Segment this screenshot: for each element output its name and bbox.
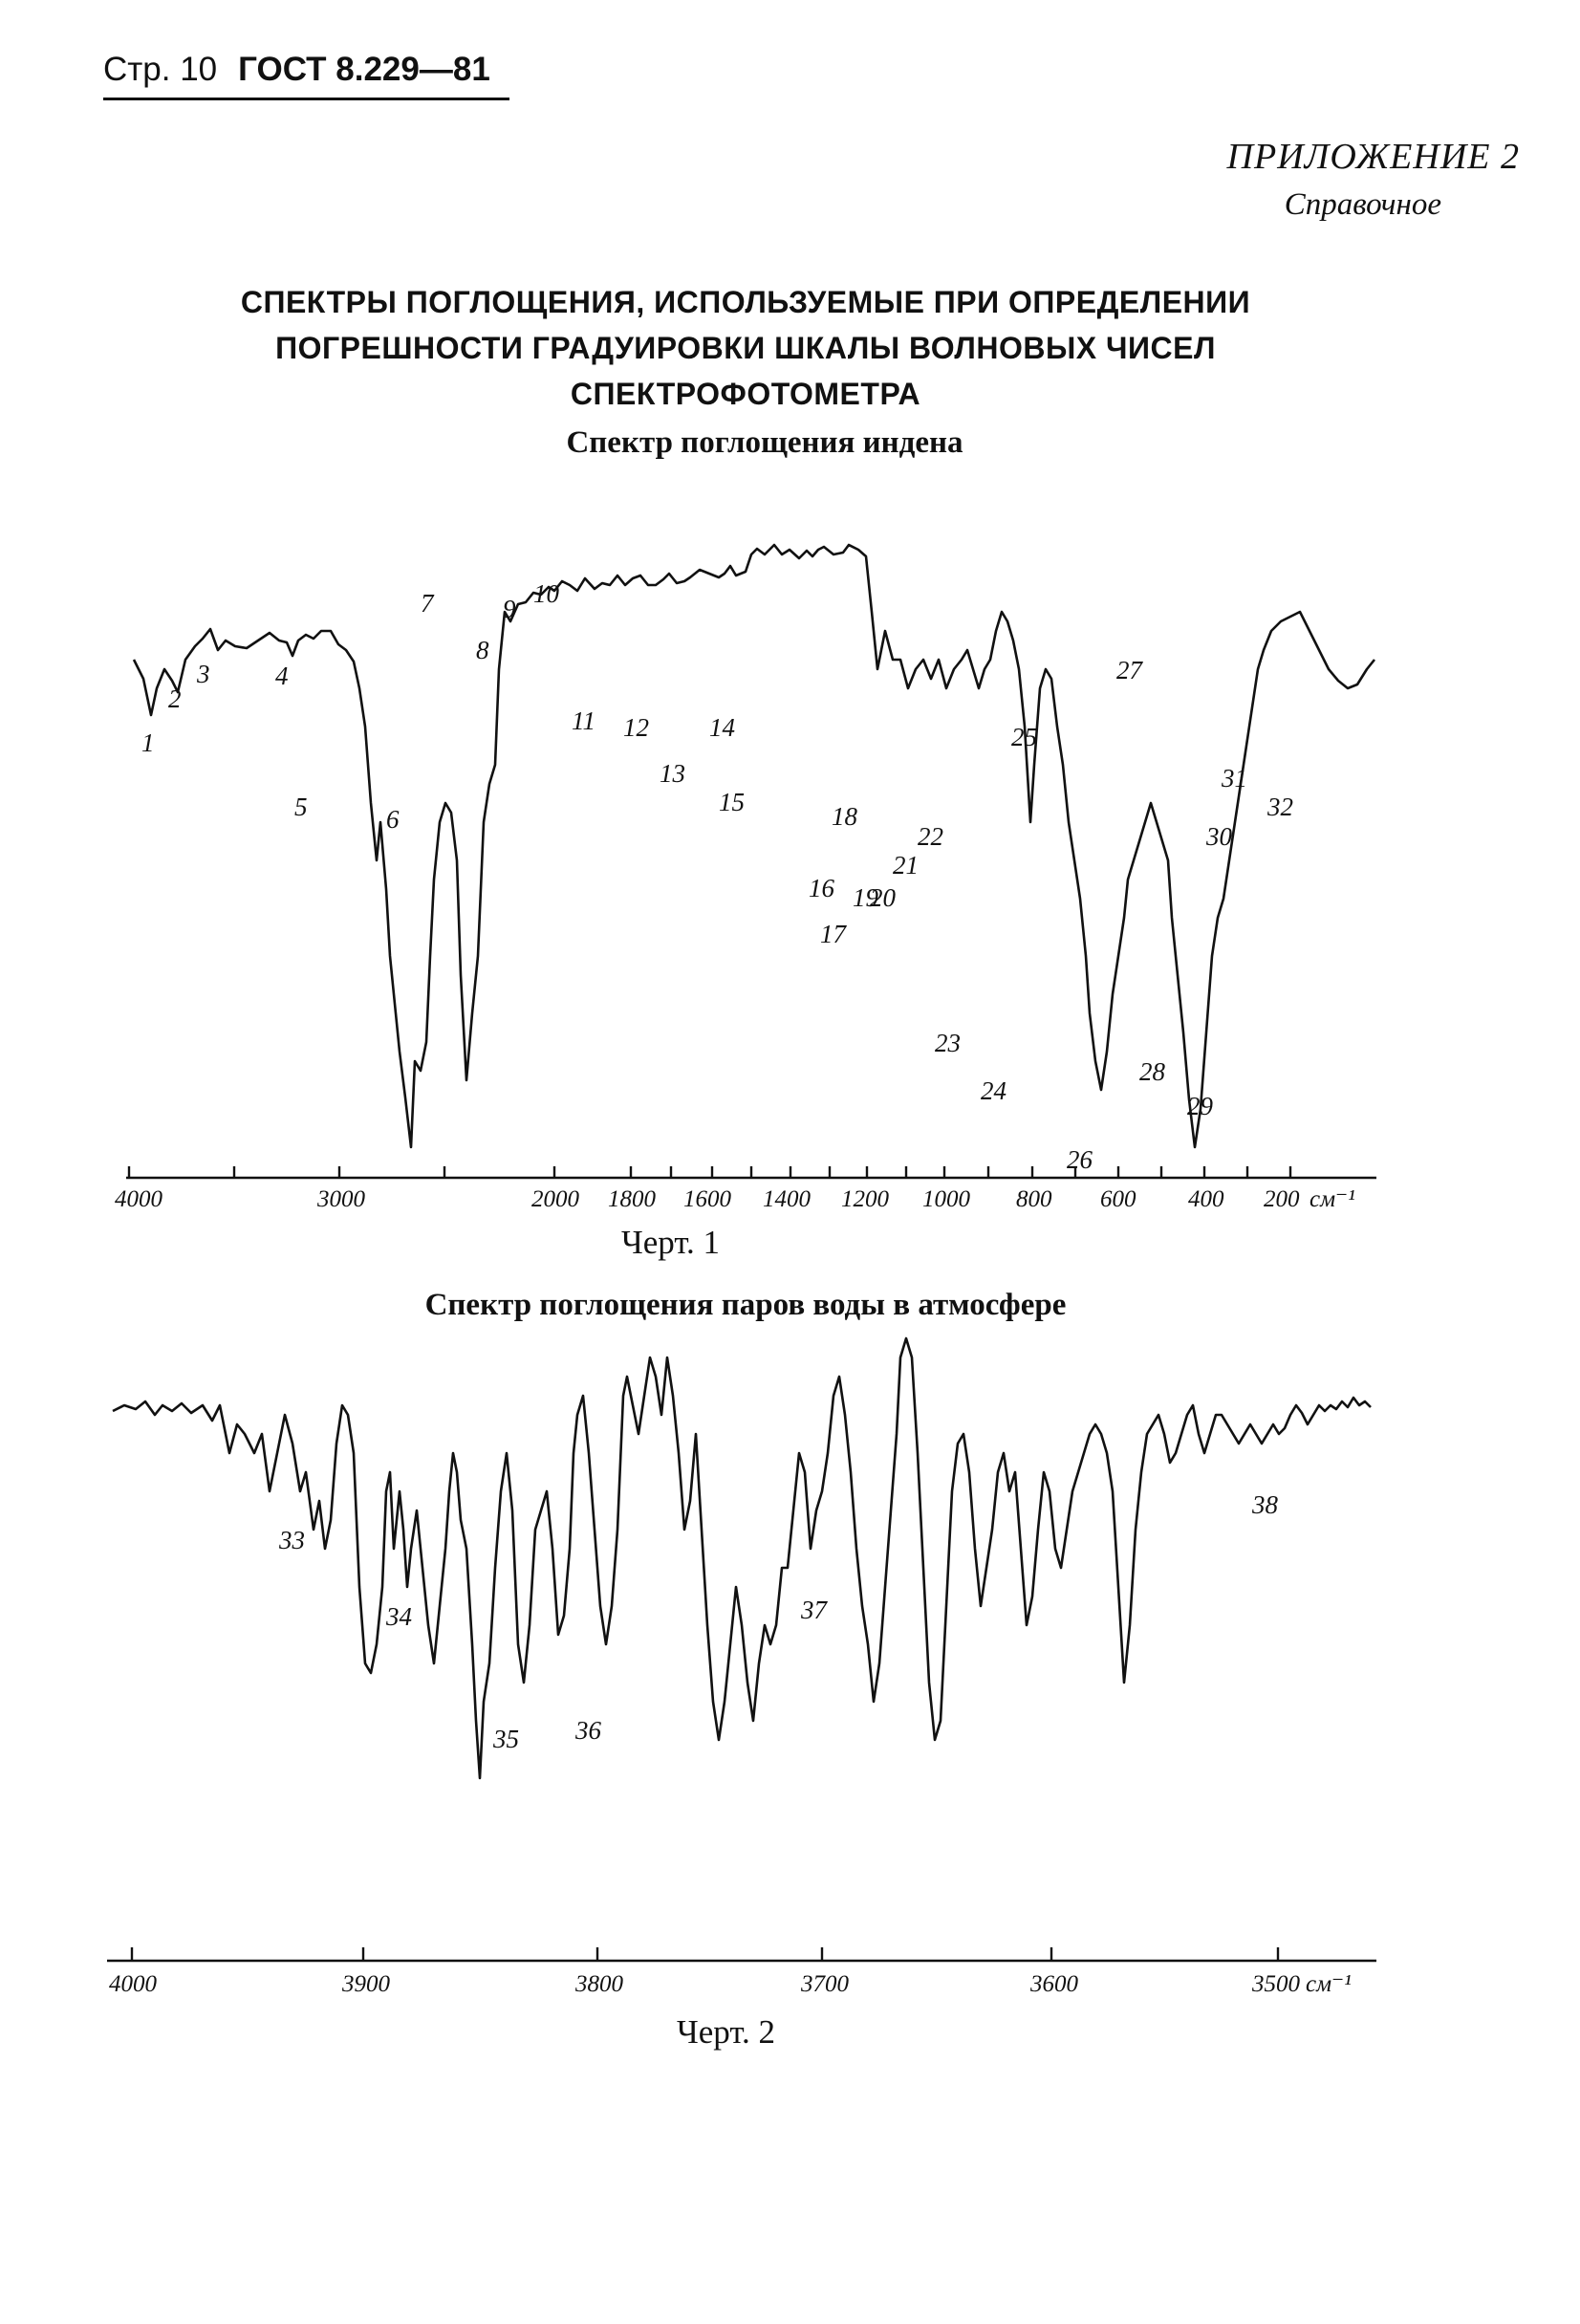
chart1-peak-label: 21	[893, 851, 919, 880]
appendix-subtitle: Справочное	[1284, 187, 1441, 222]
chart1-peak-label: 1	[141, 728, 155, 757]
chart1-peak-label: 22	[918, 822, 943, 851]
chart2-tick-label: 3800	[574, 1971, 624, 1997]
chart1-peak-label: 31	[1221, 764, 1247, 793]
chart1-tick-label: 200	[1264, 1186, 1300, 1212]
chart2-peak-label: 37	[800, 1596, 829, 1624]
main-title-line-3: СПЕКТРОФОТОМЕТРА	[570, 377, 921, 411]
chart2-axis-unit: см⁻¹	[1306, 1971, 1352, 1997]
header-rule	[103, 98, 509, 100]
chart1-peak-label: 19	[853, 883, 879, 912]
chart1-tick-label: 800	[1016, 1186, 1052, 1212]
chart2-tick-label: 3600	[1029, 1971, 1079, 1997]
chart1-peak-label: 14	[709, 713, 735, 742]
chart1-peak-label: 8	[476, 636, 489, 664]
page-header: Стр. 10 ГОСТ 8.229—81	[103, 40, 509, 99]
chart1-peak-label: 27	[1116, 656, 1144, 684]
chart1-peak-label: 7	[421, 589, 435, 618]
chart1-tick-label: 1600	[683, 1186, 732, 1212]
chart1-tick-label: 1800	[608, 1186, 657, 1212]
chart1-peak-label: 30	[1205, 822, 1233, 851]
chart1-tick-label: 4000	[115, 1186, 163, 1212]
chart1-peak-label: 15	[719, 788, 745, 816]
chart2-spectrum-trace	[112, 1336, 1372, 1780]
chart1-peak-label: 2	[168, 684, 182, 713]
chart1-peak-label: 16	[809, 874, 835, 902]
chart2-tick-label: 4000	[109, 1971, 158, 1997]
chart2-tick-label: 3900	[341, 1971, 391, 1997]
chart1-peak-label: 6	[386, 805, 400, 834]
chart1-peak-label: 26	[1067, 1145, 1093, 1174]
water-vapour-spectrum-chart: 4000 3900 3800 3700 3600 3500 см⁻¹ 33 34 35 36 37 38	[107, 1336, 1376, 1997]
chart1-peak-label: 13	[660, 759, 685, 788]
chart2-caption: Черт. 2	[677, 2013, 775, 2051]
chart1-tick-label: 2000	[531, 1186, 580, 1212]
chart1-peak-label: 3	[196, 660, 210, 688]
chart1-axis-unit: см⁻¹	[1309, 1186, 1355, 1212]
chart1-peak-label: 32	[1266, 793, 1293, 821]
chart1-peak-label: 29	[1187, 1092, 1214, 1120]
chart1-peak-label: 25	[1011, 723, 1037, 751]
main-title-line-2: ПОГРЕШНОСТИ ГРАДУИРОВКИ ШКАЛЫ ВОЛНОВЫХ Ч…	[275, 331, 1216, 365]
chart1-peak-label: 9	[503, 595, 516, 623]
chart1-title: Спектр поглощения индена	[566, 425, 963, 460]
chart1-peak-label: 12	[623, 713, 649, 742]
chart1-peak-label: 4	[275, 662, 289, 690]
chart2-peak-label: 36	[574, 1716, 602, 1745]
chart1-spectrum-trace	[132, 543, 1376, 1149]
chart1-peak-label: 23	[935, 1029, 961, 1057]
chart1-tick-label: 400	[1188, 1186, 1224, 1212]
chart1-peak-label: 17	[820, 920, 848, 948]
chart1-peak-label: 20	[870, 883, 897, 912]
chart1-tick-label: 1400	[763, 1186, 812, 1212]
chart2-tick-label: 3500	[1251, 1971, 1301, 1997]
chart1-caption: Черт. 1	[621, 1224, 720, 1261]
chart1-peak-label: 18	[832, 802, 858, 831]
chart1-peak-label: 11	[572, 706, 595, 735]
chart1-peak-label: 28	[1139, 1057, 1166, 1086]
chart1-tick-label: 1200	[841, 1186, 890, 1212]
chart2-peak-label: 33	[278, 1526, 305, 1554]
chart2-title: Спектр поглощения паров воды в атмосфере	[424, 1288, 1067, 1322]
standard-designation: ГОСТ 8.229—81	[238, 51, 490, 88]
chart2-peak-label: 35	[492, 1725, 519, 1753]
chart2-peak-label: 34	[385, 1602, 412, 1631]
chart1-peak-label: 24	[981, 1076, 1006, 1105]
page-number: Стр. 10	[103, 51, 218, 88]
chart2-peak-label: 38	[1251, 1490, 1279, 1519]
chart1-peak-label: 5	[294, 793, 308, 821]
appendix-block: ПРИЛОЖЕНИЕ 2 Справочное	[1099, 134, 1520, 226]
appendix-title: ПРИЛОЖЕНИЕ 2	[1226, 137, 1520, 177]
chart1-tick-label: 3000	[316, 1186, 366, 1212]
main-title: СПЕКТРЫ ПОГЛОЩЕНИЯ, ИСПОЛЬЗУЕМЫЕ ПРИ ОПР…	[191, 279, 1300, 417]
chart1-peak-label: 10	[533, 579, 560, 608]
indene-spectrum-chart: 4000 3000 2000 1800 1600 1400 1200 1000 800 600 40…	[115, 543, 1376, 1212]
chart2-tick-label: 3700	[800, 1971, 850, 1997]
main-title-line-1: СПЕКТРЫ ПОГЛОЩЕНИЯ, ИСПОЛЬЗУЕМЫЕ ПРИ ОПР…	[240, 285, 1251, 319]
chart1-tick-label: 600	[1100, 1186, 1136, 1212]
chart1-tick-label: 1000	[922, 1186, 971, 1212]
